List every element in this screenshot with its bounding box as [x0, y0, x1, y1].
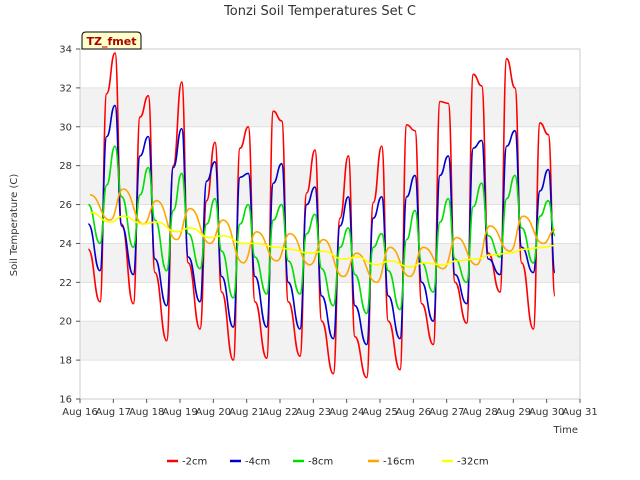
- x-tick-label: Aug 31: [562, 407, 597, 418]
- series-line-16cm: [89, 188, 556, 284]
- x-tick-label: Aug 26: [396, 407, 431, 418]
- legend: -2cm -4cm -8cm -16cm -32cm: [167, 457, 489, 468]
- grid-band: [80, 321, 580, 361]
- x-tick-label: Aug 25: [362, 407, 397, 418]
- legend-label: -32cm: [457, 457, 489, 468]
- y-tick-label: 30: [59, 122, 72, 133]
- grid-bands: [80, 87, 580, 400]
- y-axis-ticks: 16 18 20 22 24 26 28 30 32 34: [59, 45, 80, 406]
- series-line-8cm: [87, 145, 556, 315]
- grid-band: [80, 87, 580, 127]
- series-line-32cm: [89, 211, 556, 268]
- x-tick-label: Aug 21: [229, 407, 264, 418]
- plot-frame: [79, 48, 581, 400]
- grid-band: [80, 165, 580, 205]
- x-tick-label: Aug 19: [162, 407, 197, 418]
- station-badge-text: TZ_fmet: [87, 35, 137, 48]
- y-tick-label: 20: [59, 317, 72, 328]
- x-tick-label: Aug 23: [296, 407, 331, 418]
- y-tick-label: 34: [59, 45, 72, 56]
- series-layer: [87, 52, 556, 379]
- y-tick-label: 32: [59, 83, 72, 94]
- series-line-4cm: [87, 104, 556, 346]
- x-tick-label: Aug 24: [329, 407, 364, 418]
- y-tick-label: 24: [59, 239, 72, 250]
- legend-label: -2cm: [182, 457, 207, 468]
- x-tick-label: Aug 17: [96, 407, 131, 418]
- chart-title: Tonzi Soil Temperatures Set C: [223, 4, 416, 19]
- x-tick-label: Aug 28: [462, 407, 497, 418]
- legend-label: -8cm: [308, 457, 333, 468]
- y-tick-label: 22: [59, 278, 72, 289]
- x-tick-label: Aug 30: [529, 407, 564, 418]
- x-tick-label: Aug 16: [62, 407, 97, 418]
- station-badge: TZ_fmet: [81, 31, 142, 50]
- legend-label: -4cm: [245, 457, 270, 468]
- x-axis-label: Time: [553, 425, 578, 436]
- legend-label: -16cm: [383, 457, 415, 468]
- x-tick-label: Aug 27: [429, 407, 464, 418]
- x-tick-label: Aug 29: [496, 407, 531, 418]
- y-tick-label: 26: [59, 200, 72, 211]
- y-tick-label: 16: [59, 395, 72, 406]
- x-tick-label: Aug 18: [129, 407, 164, 418]
- y-tick-label: 28: [59, 161, 72, 172]
- x-tick-label: Aug 20: [196, 407, 231, 418]
- y-axis-label: Soil Temperature (C): [9, 174, 20, 277]
- y-tick-label: 18: [59, 356, 72, 367]
- x-tick-label: Aug 22: [262, 407, 297, 418]
